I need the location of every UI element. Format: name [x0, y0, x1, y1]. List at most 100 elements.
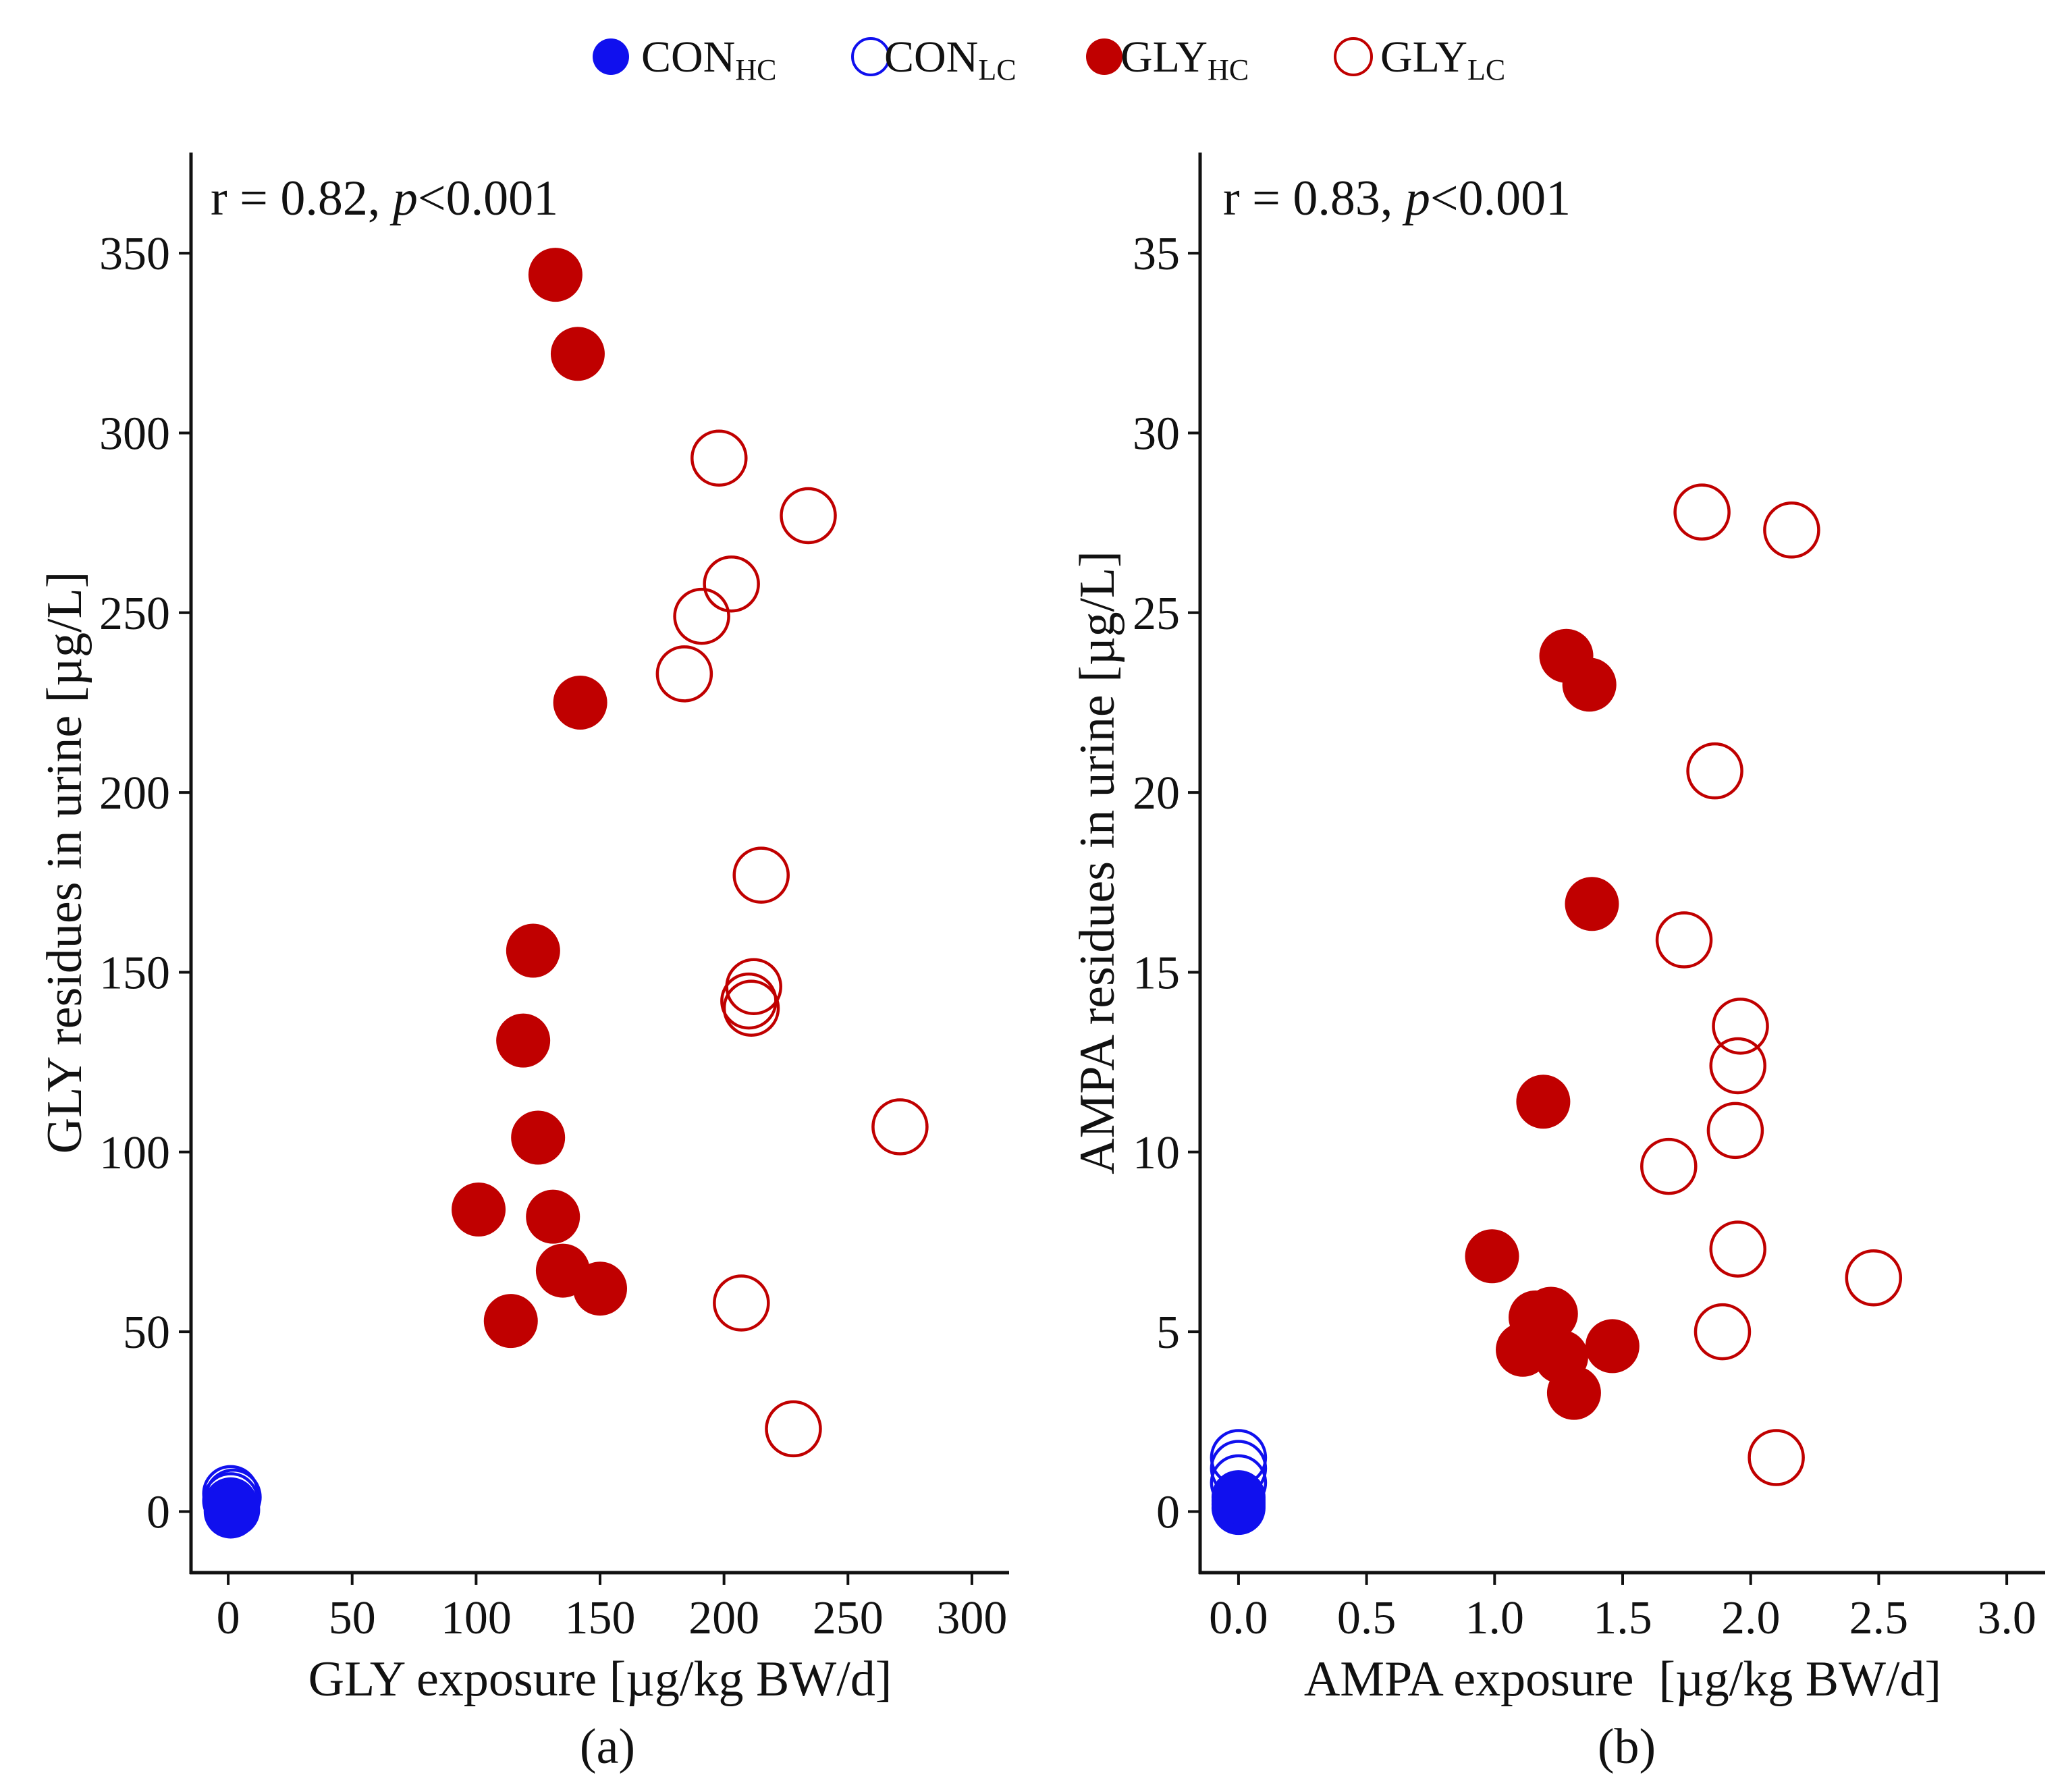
y-tick-label: 10 — [1133, 1127, 1180, 1179]
point-gly-hc — [496, 1013, 551, 1068]
panel-label: (b) — [1598, 1719, 1656, 1774]
legend-marker-1 — [851, 37, 890, 76]
annotation-p-symbol: p — [1402, 171, 1430, 226]
point-gly-hc — [452, 1183, 506, 1237]
y-tick-label: 200 — [99, 767, 170, 819]
point-gly-lc — [1673, 483, 1731, 541]
correlation-annotation: r = 0.82, p<0.001 — [211, 171, 558, 226]
point-gly-lc — [732, 846, 790, 904]
y-tick-label: 300 — [99, 408, 170, 460]
annotation-r-value: r = 0.83, — [1223, 171, 1405, 226]
legend-label-0: CONHC — [641, 32, 776, 86]
point-gly-lc — [1694, 1303, 1752, 1361]
x-tick-label: 200 — [688, 1592, 759, 1644]
annotation-p-value: <0.001 — [418, 171, 558, 226]
point-gly-lc — [1763, 501, 1820, 559]
x-tick-label: 2.5 — [1849, 1592, 1909, 1644]
legend-label-sub: LC — [1467, 53, 1505, 86]
point-con-hc — [1211, 1470, 1266, 1525]
point-gly-lc — [1655, 911, 1713, 969]
legend-label-2: GLYHC — [1120, 32, 1249, 86]
legend-label-3: GLYLC — [1380, 32, 1505, 86]
point-gly-lc — [690, 429, 748, 487]
point-gly-lc — [871, 1098, 929, 1156]
panel-a: 0 50 100 150 200 250 300 350 0 50 100 150 200 250 300 G… — [37, 153, 1009, 1774]
point-gly-hc — [550, 327, 605, 381]
x-tick-label: 100 — [441, 1592, 512, 1644]
point-gly-lc — [1712, 998, 1769, 1055]
y-axis-label: AMPA residues in urine [µg/L] — [1070, 551, 1125, 1174]
point-gly-lc — [780, 487, 837, 545]
point-con-hc — [206, 1482, 261, 1537]
point-gly-hc — [511, 1110, 566, 1165]
point-gly-lc — [722, 979, 780, 1037]
x-tick-label: 150 — [565, 1592, 636, 1644]
y-tick-label: 30 — [1133, 408, 1180, 460]
point-gly-hc — [1465, 1229, 1519, 1284]
point-gly-lc — [1640, 1137, 1698, 1195]
legend-label-sub: LC — [978, 53, 1016, 86]
point-gly-lc — [1709, 1220, 1766, 1278]
y-tick-label: 0 — [1156, 1486, 1180, 1538]
point-gly-lc — [1748, 1429, 1805, 1486]
panel-b: 0 5 10 15 20 25 30 35 0.0 0.5 1.0 1.5 2.0 2.5 3.0 AMPA … — [1070, 153, 2045, 1774]
legend-label-base: CON — [884, 32, 978, 82]
point-gly-hc — [526, 1189, 580, 1244]
point-gly-lc — [765, 1400, 822, 1458]
y-tick-label: 20 — [1133, 767, 1180, 819]
point-gly-lc — [703, 555, 760, 613]
point-gly-hc — [1546, 1365, 1601, 1420]
legend: CONHC CONLC GLYHC GLYLC — [593, 32, 1505, 86]
point-gly-lc — [673, 587, 730, 645]
x-axis-label: AMPA exposure [µg/kg BW/d] — [1304, 1652, 1941, 1707]
x-axis-label: GLY exposure [µg/kg BW/d] — [308, 1652, 892, 1707]
legend-label-base: GLY — [1120, 32, 1208, 82]
point-gly-hc — [483, 1294, 538, 1349]
point-gly-hc — [553, 675, 607, 730]
point-gly-hc — [1562, 657, 1617, 712]
point-gly-lc — [655, 645, 713, 703]
correlation-annotation: r = 0.83, p<0.001 — [1223, 171, 1571, 226]
x-tick-label: 2.0 — [1721, 1592, 1781, 1644]
point-gly-lc — [1709, 1037, 1766, 1095]
point-gly-hc — [1565, 877, 1619, 931]
x-tick-label: 1.5 — [1593, 1592, 1652, 1644]
legend-label-base: GLY — [1380, 32, 1467, 82]
panel-label: (a) — [580, 1719, 635, 1774]
y-tick-label: 50 — [123, 1307, 170, 1359]
legend-marker-0 — [593, 38, 629, 75]
y-tick-label: 0 — [146, 1486, 170, 1538]
y-tick-label: 100 — [99, 1127, 170, 1179]
y-tick-label: 250 — [99, 588, 170, 640]
x-tick-label: 0 — [217, 1592, 240, 1644]
y-tick-label: 150 — [99, 947, 170, 999]
point-gly-lc — [713, 1274, 770, 1332]
legend-marker-2 — [1086, 38, 1122, 75]
y-tick-label: 35 — [1133, 228, 1180, 280]
x-tick-label: 0.5 — [1337, 1592, 1397, 1644]
point-gly-hc — [528, 248, 583, 302]
y-tick-label: 25 — [1133, 588, 1180, 640]
legend-label-base: CON — [641, 32, 735, 82]
legend-marker-3 — [1334, 37, 1373, 76]
annotation-r-value: r = 0.82, — [211, 171, 393, 226]
point-gly-lc — [1686, 742, 1743, 800]
annotation-p-value: <0.001 — [1430, 171, 1571, 226]
legend-label-sub: HC — [1208, 53, 1249, 86]
point-gly-hc — [1585, 1319, 1640, 1374]
point-gly-hc — [573, 1261, 627, 1316]
legend-label-sub: HC — [735, 53, 776, 86]
x-tick-label: 250 — [813, 1592, 884, 1644]
y-tick-label: 5 — [1156, 1307, 1180, 1359]
x-tick-label: 0.0 — [1209, 1592, 1268, 1644]
y-tick-label: 15 — [1133, 947, 1180, 999]
x-tick-label: 50 — [329, 1592, 376, 1644]
x-tick-label: 3.0 — [1977, 1592, 2036, 1644]
y-axis-label: GLY residues in urine [µg/L] — [37, 572, 92, 1154]
point-gly-hc — [506, 923, 560, 978]
annotation-p-symbol: p — [389, 171, 418, 226]
x-tick-label: 1.0 — [1465, 1592, 1525, 1644]
y-tick-label: 350 — [99, 228, 170, 280]
x-tick-label: 300 — [936, 1592, 1007, 1644]
